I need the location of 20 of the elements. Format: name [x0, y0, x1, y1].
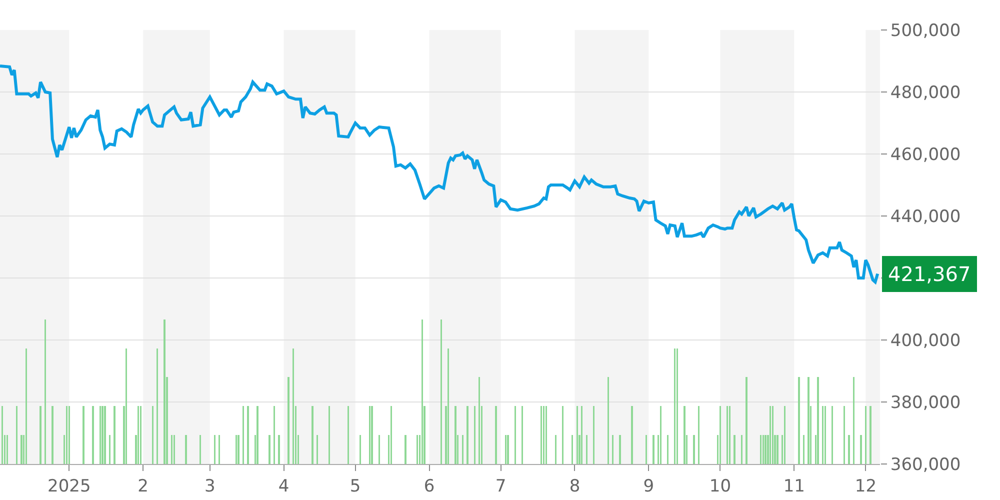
x-tick-label: 9 — [643, 476, 654, 496]
x-tick-label: 2 — [138, 476, 149, 496]
x-tick-label: 4 — [278, 476, 290, 496]
annotation: 421,367 — [888, 262, 971, 286]
y-tick-label: 460,000 — [890, 144, 961, 165]
x-tick-label: 5 — [350, 476, 361, 496]
y-tick-label: 380,000 — [890, 392, 961, 413]
y-tick-label: 500,000 — [890, 20, 961, 41]
x-tick-label: 10 — [709, 476, 732, 496]
y-tick-label: 440,000 — [890, 206, 961, 227]
x-tick-label: 12 — [854, 476, 877, 496]
y-tick-label: 360,000 — [890, 454, 961, 475]
y-tick-label: 480,000 — [890, 82, 961, 103]
x-tick-label: 7 — [495, 476, 506, 496]
x-tick-label: 11 — [783, 476, 805, 496]
y-tick-label: 400,000 — [890, 330, 961, 351]
x-tick-label: 3 — [204, 476, 216, 496]
x-tick-label: 6 — [424, 476, 435, 496]
x-tick-label: 8 — [569, 476, 580, 496]
x-tick-label: 2025 — [48, 476, 91, 496]
